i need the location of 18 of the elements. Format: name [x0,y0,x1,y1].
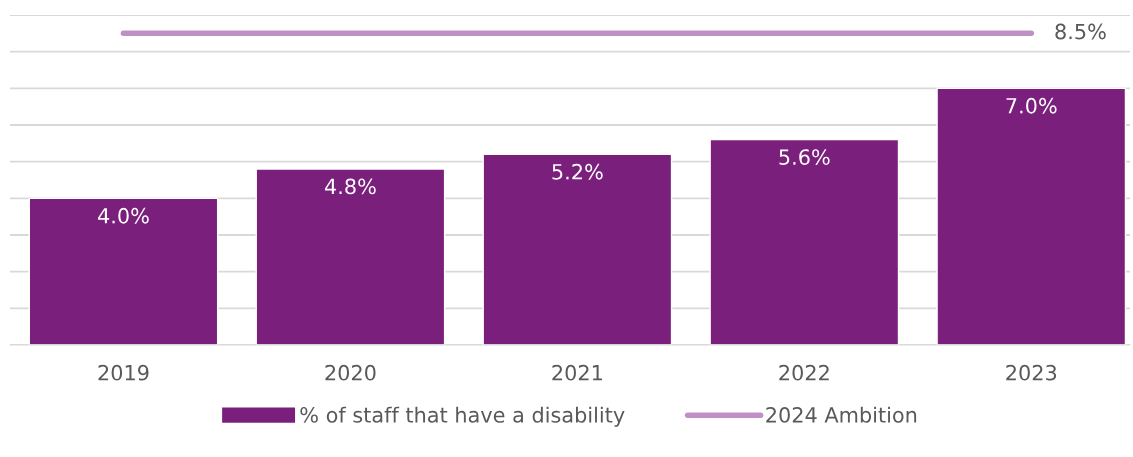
bar [255,168,446,345]
x-tick-label: 2020 [325,364,376,381]
data-label: 7.0% [1006,97,1057,114]
text: % of staff that have a disability [300,406,625,427]
x-tick-label: 2021 [552,364,602,381]
bar [936,87,1127,345]
legend-label: 2024 Ambition [766,406,917,423]
x-tick-label: 2023 [1006,364,1057,381]
x-tick-label: 2022 [779,364,829,381]
data-label: 5.6% [779,149,830,165]
data-label: 4.0% [98,207,149,224]
bar [28,197,219,345]
data-label: 8.5% [1055,23,1106,40]
bar [482,153,673,345]
data-label: 4.8% [324,178,376,195]
x-tick-label: 2019 [98,364,149,381]
data-label: 5.2% [552,163,603,180]
bar [709,138,900,345]
